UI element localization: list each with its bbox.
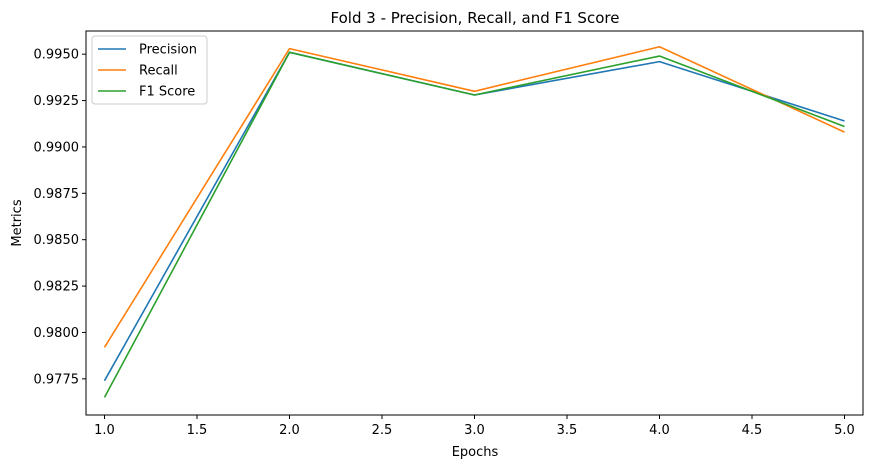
series-line-precision [103, 51, 845, 382]
x-tick-label: 2.0 [279, 423, 300, 438]
x-tick-label: 4.5 [742, 423, 763, 438]
y-axis-label: Metrics [10, 199, 25, 246]
x-tick-label: 4.0 [649, 423, 670, 438]
series-line-f1-score [103, 51, 845, 398]
x-axis: 1.0 1.5 2.0 2.5 3.0 3.5 4.0 4.5 5.0 [94, 415, 855, 438]
series-line-recall [103, 45, 845, 348]
x-tick-label: 3.0 [464, 423, 485, 438]
legend-frame [91, 35, 208, 105]
y-tick-label: 0.9800 [34, 326, 80, 341]
chart-title: Fold 3 - Precision, Recall, and F1 Score [331, 9, 620, 27]
y-tick-label: 0.9825 [34, 280, 80, 295]
y-tick-label: 0.9775 [34, 372, 80, 387]
series-layer [103, 45, 845, 398]
x-tick-label: 5.0 [834, 423, 855, 438]
legend-label: Precision [139, 43, 197, 58]
y-tick-label: 0.9850 [34, 233, 80, 248]
y-axis: 0.9775 0.9800 0.9825 0.9850 0.9875 0.9900 0.99… [34, 48, 86, 387]
x-tick-label: 1.5 [187, 423, 208, 438]
y-tick-label: 0.9900 [34, 140, 80, 155]
legend: Precision Recall F1 Score [91, 35, 208, 105]
legend-label: Recall [139, 64, 178, 79]
y-tick-label: 0.9875 [34, 187, 80, 202]
y-tick-label: 0.9950 [34, 48, 80, 63]
legend-label: F1 Score [139, 85, 195, 100]
x-tick-label: 3.5 [557, 423, 578, 438]
x-tick-label: 2.5 [372, 423, 393, 438]
y-tick-label: 0.9925 [34, 94, 80, 109]
x-tick-label: 1.0 [94, 423, 115, 438]
x-axis-label: Epochs [452, 445, 499, 460]
